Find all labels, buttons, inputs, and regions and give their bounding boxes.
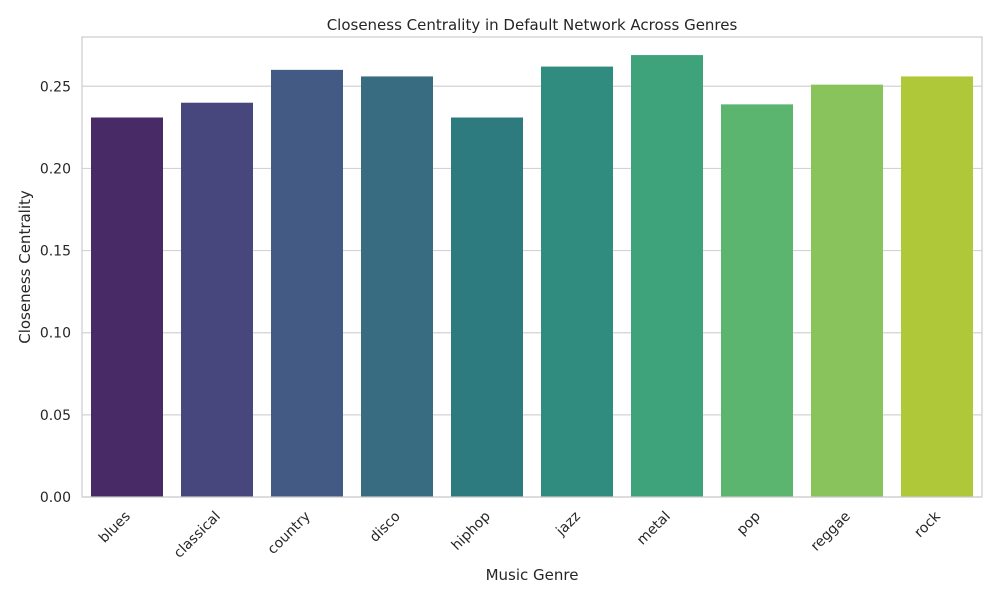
- bar-classical: [181, 102, 253, 497]
- x-tick-label-jazz: jazz: [553, 509, 584, 540]
- x-tick-label-hiphop: hiphop: [449, 508, 494, 553]
- x-tick-label-classical: classical: [171, 509, 224, 562]
- x-tick-label-reggae: reggae: [808, 509, 854, 555]
- bar-blues: [91, 117, 163, 497]
- bar-country: [271, 69, 343, 497]
- bar-pop: [721, 104, 793, 497]
- y-tick-label: 0.15: [40, 244, 71, 260]
- x-tick-label-disco: disco: [367, 509, 404, 546]
- y-tick-label: 0.20: [40, 161, 71, 177]
- y-tick-labels: 0.00 0.05 0.10 0.15 0.20 0.25: [40, 79, 71, 506]
- bar-rock: [901, 76, 973, 497]
- bars: [91, 55, 973, 498]
- y-axis-label: Closeness Centrality: [16, 190, 34, 344]
- x-tick-label-pop: pop: [734, 508, 764, 538]
- x-tick-labels: blues classical country disco hiphop jazz meta…: [96, 508, 944, 562]
- bar-hiphop: [451, 117, 523, 497]
- x-tick-label-rock: rock: [911, 508, 944, 541]
- y-tick-label: 0.25: [40, 79, 71, 95]
- y-tick-label: 0.00: [40, 490, 71, 506]
- x-tick-label-metal: metal: [634, 509, 674, 549]
- x-axis-label: Music Genre: [486, 566, 579, 584]
- bar-reggae: [811, 84, 883, 498]
- bar-jazz: [541, 66, 613, 498]
- x-tick-label-country: country: [265, 509, 314, 558]
- y-tick-label: 0.05: [40, 408, 71, 424]
- bar-disco: [361, 76, 433, 497]
- bar-metal: [631, 55, 703, 497]
- chart-title: Closeness Centrality in Default Network …: [327, 16, 738, 34]
- y-tick-label: 0.10: [40, 326, 71, 342]
- plot-frame: [81, 36, 983, 498]
- x-tick-label-blues: blues: [96, 509, 134, 547]
